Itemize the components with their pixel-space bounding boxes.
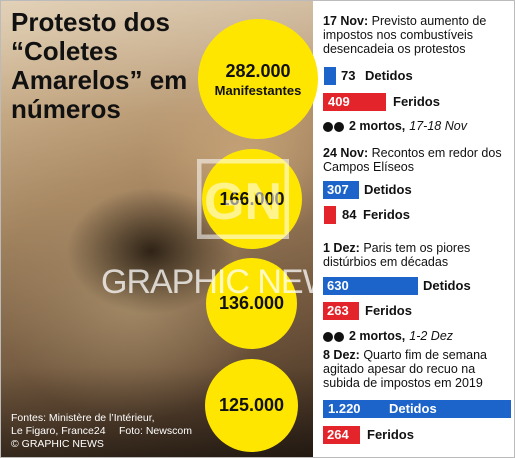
detained-bar [323, 400, 511, 418]
detained-bar [324, 67, 336, 85]
copyright: © GRAPHIC NEWS [11, 438, 104, 450]
death-dot-icon [334, 331, 344, 342]
source-line: Fontes: Ministère de l’Intérieur, [11, 412, 155, 424]
detained-value: 307 [327, 182, 349, 197]
bubble-protesters-1dez: 136.000 [206, 258, 297, 349]
date-label: 8 Dez: [323, 348, 360, 362]
death-dot-icon [323, 121, 333, 132]
deaths-row: 2 mortos, 1-2 Dez [323, 329, 453, 344]
description: Previsto aumento de impostos nos combust… [323, 14, 487, 56]
bubble-label: Manifestantes [214, 82, 302, 98]
source-line: Le Figaro, France24 [11, 425, 106, 437]
detained-value: 73 [341, 68, 356, 83]
date-label: 24 Nov: [323, 146, 369, 160]
injured-label: Feridos [365, 303, 412, 318]
detained-value: 630 [327, 278, 349, 293]
description: Paris tem os piores distúrbios em década… [323, 241, 471, 269]
bubble-value: 282.000 [225, 60, 291, 81]
section-24nov-text: 24 Nov: Recontos em redor dos Campos Elí… [323, 146, 513, 174]
photo-credit: Foto: Newscom [119, 425, 192, 437]
injured-value: 409 [328, 94, 350, 109]
page-title: Protesto dos “Coletes Amarelos” em númer… [11, 7, 188, 124]
bubble-value: 125.000 [218, 395, 285, 415]
deaths-row: 2 mortos, 17-18 Nov [323, 119, 467, 134]
injured-value: 84 [342, 207, 357, 222]
date-label: 17 Nov: [323, 14, 369, 28]
deaths-count: 2 mortos, [349, 119, 406, 133]
bubble-protesters-17nov: 282.000 Manifestantes [198, 19, 318, 139]
injured-label: Feridos [393, 94, 440, 109]
section-1dez-text: 1 Dez: Paris tem os piores distúrbios em… [323, 241, 513, 269]
graphic-news-logo-watermark: GN [197, 159, 289, 239]
bubble-value: 136.000 [218, 293, 285, 313]
svg-text:GN: GN [204, 173, 282, 231]
detained-bar [323, 181, 359, 199]
injured-bar [323, 302, 359, 320]
injured-bar [323, 426, 360, 444]
detained-bar [323, 277, 418, 295]
detained-value: 1.220 [328, 401, 361, 416]
description: Quarto fim de semana agitado apesar do r… [323, 348, 487, 390]
graphic-news-text-watermark: GRAPHIC NEWS [101, 263, 356, 301]
injured-bar [324, 206, 336, 224]
section-8dez-text: 8 Dez: Quarto fim de semana agitado apes… [323, 348, 513, 390]
section-17nov-text: 17 Nov: Previsto aumento de impostos nos… [323, 14, 513, 56]
detained-label: Detidos [389, 401, 437, 416]
detained-label: Detidos [364, 182, 412, 197]
injured-value: 263 [327, 303, 349, 318]
deaths-dates: 17-18 Nov [409, 119, 467, 133]
date-label: 1 Dez: [323, 241, 360, 255]
sources: Fontes: Ministère de l’Intérieur, Le Fig… [11, 412, 155, 451]
bubble-value: 166.000 [219, 188, 285, 209]
deaths-count: 2 mortos, [349, 329, 406, 343]
injured-value: 264 [327, 427, 349, 442]
detained-label: Detidos [423, 278, 471, 293]
bubble-protesters-8dez: 125.000 [205, 359, 298, 452]
detained-label: Detidos [365, 68, 413, 83]
death-dot-icon [334, 121, 344, 132]
injured-label: Feridos [367, 427, 414, 442]
description: Recontos em redor dos Campos Elíseos [323, 146, 502, 174]
deaths-dates: 1-2 Dez [409, 329, 454, 343]
injured-label: Feridos [363, 207, 410, 222]
injured-bar [323, 93, 386, 111]
death-dot-icon [323, 331, 333, 342]
